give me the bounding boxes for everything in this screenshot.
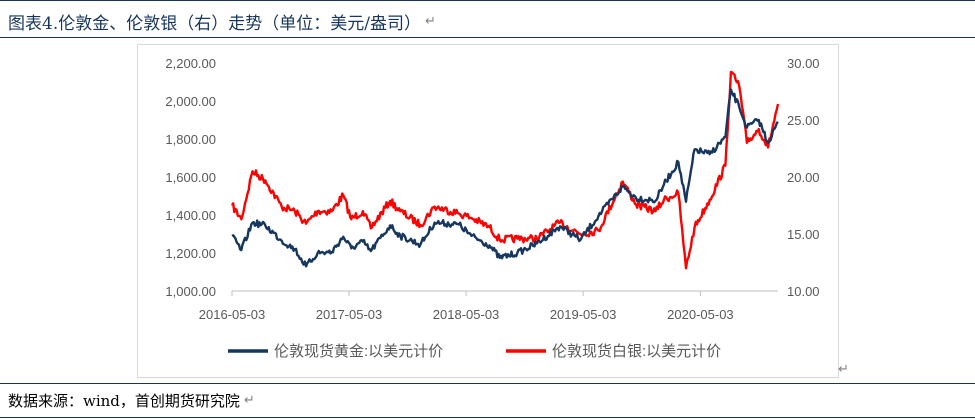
series-line-gold	[231, 88, 779, 268]
legend-label: 伦敦现货白银:以美元计价	[552, 343, 721, 360]
x-tick-label: 2017-05-03	[316, 307, 383, 322]
x-tick-label: 2018-05-03	[433, 307, 500, 322]
bottom-rule	[0, 417, 975, 418]
y-left-tick-label: 1,400.00	[165, 208, 216, 223]
y-left-tick-label: 1,200.00	[165, 246, 216, 261]
source-row: 数据来源：wind，首创期货研究院 ↵	[8, 388, 255, 412]
legend-label: 伦敦现货黄金:以美元计价	[274, 343, 443, 360]
y-right-tick-label: 10.00	[787, 284, 820, 299]
chart-frame: 1,000.00 1,200.00 1,400.00 1,600.00 1,800.00…	[137, 44, 839, 378]
x-tick-label: 2016-05-03	[199, 307, 266, 322]
caption-rule	[0, 37, 975, 38]
y-left-tick-label: 1,600.00	[165, 170, 216, 185]
y-right-tick-label: 15.00	[787, 227, 820, 242]
x-tick-label: 2019-05-03	[550, 307, 617, 322]
line-chart: 1,000.00 1,200.00 1,400.00 1,600.00 1,800.00…	[165, 56, 820, 360]
top-rule	[0, 0, 975, 1]
y-left-tick-label: 2,000.00	[165, 94, 216, 109]
y-right-tick-label: 20.00	[787, 170, 820, 185]
figure-caption-row: 图表4.伦敦金、伦敦银（右）走势（单位：美元/盎司） ↵	[8, 6, 436, 36]
y-left-tick-label: 1,000.00	[165, 284, 216, 299]
x-tick-label: 2020-05-03	[667, 307, 734, 322]
figure-caption: 图表4.伦敦金、伦敦银（右）走势（单位：美元/盎司）	[8, 13, 421, 34]
data-source: 数据来源：wind，首创期货研究院	[8, 391, 240, 410]
return-mark-icon: ↵	[243, 392, 255, 408]
series-line-silver	[230, 70, 780, 270]
return-mark-icon: ↵	[424, 13, 436, 29]
y-right-tick-label: 25.00	[787, 113, 820, 128]
y-left-tick-label: 1,800.00	[165, 132, 216, 147]
source-rule	[0, 383, 975, 384]
y-left-tick-label: 2,200.00	[165, 56, 216, 71]
paragraph-mark-icon: ↵	[838, 362, 849, 377]
y-right-tick-label: 30.00	[787, 56, 820, 71]
